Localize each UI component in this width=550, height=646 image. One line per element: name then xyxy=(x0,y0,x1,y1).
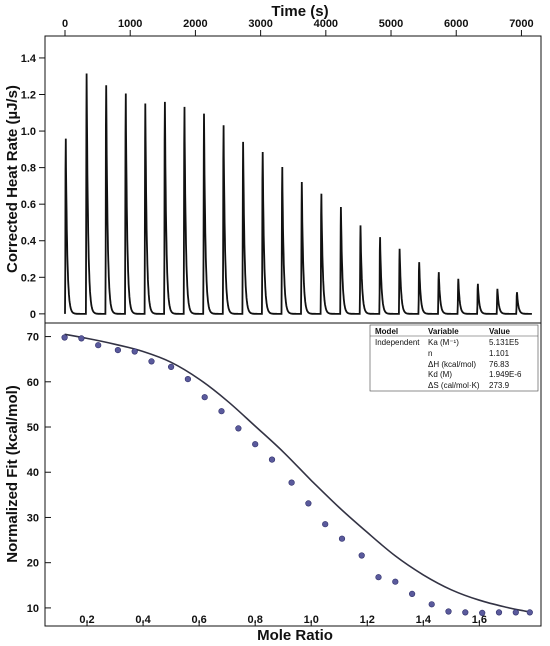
top-y-tick-label: 1.4 xyxy=(21,53,37,65)
bottom-x-tick-label: 1.0 xyxy=(304,614,319,626)
data-point xyxy=(375,574,382,581)
data-point xyxy=(168,363,175,371)
bottom-y-tick-label: 10 xyxy=(27,603,39,615)
heat-rate-trace xyxy=(64,73,532,315)
bottom-x-axis-title: Mole Ratio xyxy=(257,627,333,644)
table-variable-n: n xyxy=(428,349,432,358)
bottom-x-tick-label: 0.2 xyxy=(79,614,94,626)
top-plot-frame xyxy=(44,35,542,324)
table-header-variable: Variable xyxy=(428,327,459,336)
data-point xyxy=(409,590,416,598)
results-table: Model Variable Value Independent Ka (M⁻¹… xyxy=(369,324,539,392)
table-model-name: Independent xyxy=(375,338,420,347)
table-value-ds: 273.9 xyxy=(489,381,510,390)
data-point xyxy=(305,500,312,507)
data-point xyxy=(131,348,138,355)
data-point xyxy=(495,609,503,616)
bottom-y-tick-label: 20 xyxy=(27,558,39,570)
data-point xyxy=(322,521,329,528)
bottom-x-tick-label: 1.4 xyxy=(416,614,432,626)
data-point xyxy=(479,609,486,617)
top-y-tick-label: 0.8 xyxy=(21,163,36,175)
data-point xyxy=(201,394,208,401)
data-point xyxy=(445,608,452,615)
normalized-fit-panel: 0.2 0.4 0.6 0.8 1.0 1.2 1.4 1.6 10203040506070 … xyxy=(4,322,542,644)
table-variable-kd: Kd (M) xyxy=(428,370,452,379)
data-point xyxy=(526,609,533,616)
top-x-tick-label: 7000 xyxy=(509,18,533,30)
top-x-ticks: 0 1000 2000 3000 4000 5000 6000 7000 xyxy=(62,18,534,36)
bottom-y-tick-label: 60 xyxy=(27,377,39,389)
top-x-tick-label: 0 xyxy=(62,18,68,30)
top-y-tick-label: 0.6 xyxy=(21,199,36,211)
bottom-x-tick-label: 1.2 xyxy=(360,614,375,626)
data-point xyxy=(235,425,242,432)
top-y-ticks: 0 0.2 0.4 0.6 0.8 1.0 1.2 1.4 xyxy=(21,53,45,321)
top-y-axis-title: Corrected Heat Rate (µJ/s) xyxy=(4,85,21,273)
data-point xyxy=(218,408,225,415)
data-point xyxy=(428,601,435,608)
data-points xyxy=(61,334,533,617)
data-point xyxy=(462,609,469,616)
data-point xyxy=(148,358,155,365)
bottom-y-tick-label: 40 xyxy=(27,467,39,479)
data-point xyxy=(78,335,85,342)
top-x-tick-label: 6000 xyxy=(444,18,468,30)
bottom-x-tick-label: 0.8 xyxy=(248,614,263,626)
data-point xyxy=(268,456,276,463)
top-x-tick-label: 3000 xyxy=(248,18,272,30)
table-value-n: 1.101 xyxy=(489,349,510,358)
data-point xyxy=(184,376,191,383)
top-x-axis-title: Time (s) xyxy=(271,3,328,20)
bottom-x-tick-label: 0.6 xyxy=(191,614,206,626)
top-y-tick-label: 1.2 xyxy=(21,89,36,101)
heat-rate-panel: 0 1000 2000 3000 4000 5000 6000 7000 0 0.2 0.4 0.6… xyxy=(4,3,542,324)
bottom-y-tick-label: 50 xyxy=(27,422,39,434)
bottom-y-tick-label: 30 xyxy=(27,512,39,524)
top-y-tick-label: 0 xyxy=(30,309,36,321)
data-point xyxy=(252,441,259,448)
table-header-value: Value xyxy=(489,327,510,336)
table-value-ka: 5.131E5 xyxy=(489,338,519,347)
bottom-x-tick-label: 0.4 xyxy=(135,614,151,626)
bottom-plot-frame xyxy=(44,322,542,627)
bottom-y-tick-label: 70 xyxy=(27,332,39,344)
top-x-tick-label: 1000 xyxy=(118,18,142,30)
top-x-tick-label: 2000 xyxy=(183,18,207,30)
table-variable-dh: ΔH (kcal/mol) xyxy=(428,360,476,369)
bottom-y-axis-title: Normalized Fit (kcal/mol) xyxy=(4,385,21,563)
fit-curve xyxy=(64,333,528,613)
data-point xyxy=(392,578,399,585)
data-point xyxy=(61,334,68,341)
top-x-tick-label: 5000 xyxy=(379,18,403,30)
top-y-tick-label: 1.0 xyxy=(21,126,36,138)
top-y-tick-label: 0.2 xyxy=(21,272,36,284)
table-variable-ka: Ka (M⁻¹) xyxy=(428,338,459,347)
table-value-dh: 76.83 xyxy=(489,360,510,369)
bottom-x-ticks: 0.2 0.4 0.6 0.8 1.0 1.2 1.4 1.6 xyxy=(79,614,487,626)
table-value-kd: 1.949E-6 xyxy=(489,370,522,379)
table-variable-ds: ΔS (cal/mol·K) xyxy=(428,381,480,390)
data-point xyxy=(114,347,121,354)
bottom-x-tick-label: 1.6 xyxy=(472,614,487,626)
top-y-tick-label: 0.4 xyxy=(21,236,37,248)
bottom-y-ticks: 10 20 30 40 50 60 70 xyxy=(27,332,51,615)
data-point xyxy=(338,535,346,542)
data-point xyxy=(358,552,365,559)
table-header-model: Model xyxy=(375,327,398,336)
data-point xyxy=(512,609,519,616)
top-x-tick-label: 4000 xyxy=(314,18,338,30)
data-point xyxy=(288,479,295,486)
data-point xyxy=(95,342,102,349)
